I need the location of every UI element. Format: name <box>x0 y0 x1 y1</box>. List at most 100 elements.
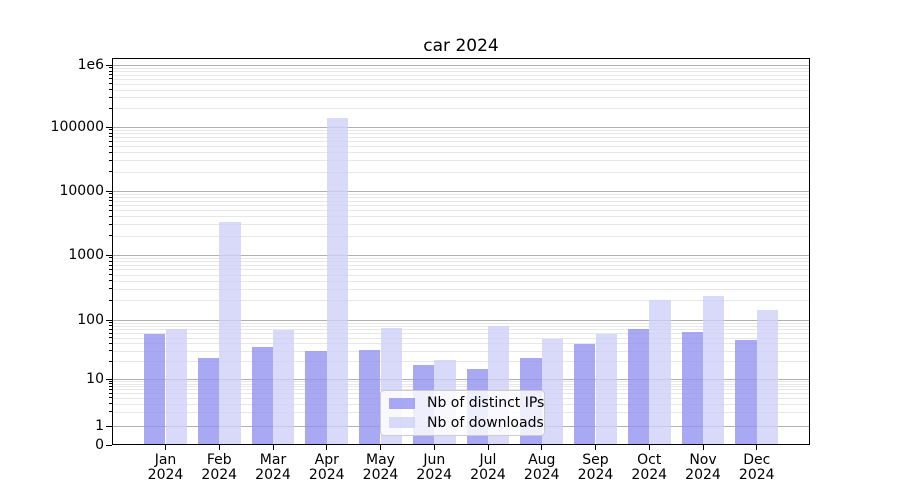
x-tick-year: 2024 <box>738 467 775 483</box>
bar-downloads-aug <box>541 339 564 445</box>
x-tick-year: 2024 <box>523 467 560 483</box>
bar-distinct-ips-oct <box>627 329 650 445</box>
x-tick-year: 2024 <box>470 467 506 483</box>
bar-distinct-ips-apr <box>305 350 327 445</box>
minor-gridline <box>112 71 810 72</box>
minor-gridline <box>112 83 810 85</box>
minor-gridline <box>112 235 810 237</box>
legend-label-downloads: Nb of downloads <box>427 414 544 431</box>
y-tick-mark <box>106 425 112 427</box>
major-gridline <box>112 255 810 256</box>
y-minor-tick-mark <box>109 332 112 334</box>
x-tick-label-oct: Oct 2024 <box>619 453 679 483</box>
y-minor-tick-mark <box>109 193 112 195</box>
y-minor-tick-mark <box>109 342 112 344</box>
y-minor-tick-mark <box>109 171 112 173</box>
y-tick-mark <box>106 378 112 380</box>
y-minor-tick-mark <box>109 274 112 276</box>
bar-distinct-ips-dec <box>735 340 757 445</box>
y-minor-tick-mark <box>109 129 112 131</box>
y-minor-tick-mark <box>109 96 112 98</box>
y-minor-tick-mark <box>109 107 112 109</box>
y-minor-tick-mark <box>109 209 112 211</box>
y-minor-tick-mark <box>109 264 112 266</box>
minor-gridline <box>112 210 810 212</box>
x-tick-year: 2024 <box>255 467 291 483</box>
y-minor-tick-mark <box>109 397 112 399</box>
minor-gridline <box>112 257 810 259</box>
x-tick-year: 2024 <box>201 467 238 483</box>
y-tick-label: 100 <box>77 312 104 328</box>
y-tick-label: 0 <box>95 437 104 453</box>
y-tick-label: 1 <box>95 418 104 434</box>
bar-downloads-jan <box>165 328 187 445</box>
y-minor-tick-mark <box>109 235 112 237</box>
legend-label-distinct-ips: Nb of distinct IPs <box>427 395 545 412</box>
x-tick-mark <box>165 445 166 450</box>
y-minor-tick-mark <box>109 196 112 198</box>
bar-distinct-ips-feb <box>197 357 220 445</box>
y-minor-tick-mark <box>109 204 112 206</box>
y-tick-label: 10000 <box>59 183 104 199</box>
x-tick-label-jun: Jun 2024 <box>404 453 464 483</box>
y-tick-mark <box>106 126 112 128</box>
minor-gridline <box>112 329 810 331</box>
major-gridline <box>112 65 810 66</box>
bar-distinct-ips-nov <box>681 332 703 445</box>
minor-gridline <box>112 325 810 327</box>
y-minor-tick-mark <box>109 74 112 76</box>
x-tick-label-dec: Dec 2024 <box>727 453 787 483</box>
y-minor-tick-mark <box>109 337 112 339</box>
x-tick-mark <box>648 445 650 450</box>
minor-gridline <box>112 74 810 76</box>
y-tick-mark <box>106 190 112 192</box>
x-tick-label-jan: Jan 2024 <box>136 453 196 483</box>
minor-gridline <box>112 381 810 383</box>
x-tick-label-apr: Apr 2024 <box>297 453 357 483</box>
y-tick-mark <box>106 254 112 256</box>
y-minor-tick-mark <box>109 145 112 147</box>
minor-gridline <box>112 89 810 91</box>
y-minor-tick-mark <box>109 325 112 327</box>
x-tick-mark <box>541 445 543 450</box>
x-tick-year: 2024 <box>308 467 345 483</box>
minor-gridline <box>112 216 810 218</box>
y-minor-tick-mark <box>109 288 112 290</box>
y-minor-tick-mark <box>109 403 112 405</box>
y-minor-tick-mark <box>109 140 112 142</box>
y-minor-tick-mark <box>109 268 112 270</box>
minor-gridline <box>112 205 810 207</box>
minor-gridline <box>112 97 810 99</box>
minor-gridline <box>112 78 810 80</box>
y-minor-tick-mark <box>109 411 112 413</box>
x-tick-label-nov: Nov 2024 <box>673 453 733 483</box>
chart-title: car 2024 <box>423 36 499 56</box>
x-tick-mark <box>702 445 704 450</box>
minor-gridline <box>112 269 810 271</box>
minor-gridline <box>112 300 810 302</box>
legend: Nb of distinct IPs Nb of downloads <box>380 390 545 436</box>
y-tick-mark <box>106 319 112 321</box>
x-tick-label-aug: Aug 2024 <box>512 453 572 483</box>
x-tick-mark <box>433 445 435 450</box>
minor-gridline <box>112 274 810 276</box>
y-minor-tick-mark <box>109 70 112 72</box>
y-minor-tick-mark <box>109 223 112 225</box>
x-tick-mark <box>272 445 274 450</box>
minor-gridline <box>112 129 810 131</box>
x-tick-label-feb: Feb 2024 <box>189 453 249 483</box>
bar-distinct-ips-sep <box>574 344 596 445</box>
y-tick-mark <box>106 64 112 66</box>
y-minor-tick-mark <box>109 159 112 161</box>
x-tick-mark <box>380 445 381 450</box>
bar-downloads-oct <box>649 300 671 445</box>
minor-gridline <box>112 361 810 363</box>
x-tick-year: 2024 <box>577 467 614 483</box>
major-gridline <box>112 191 810 192</box>
legend-item-downloads: Nb of downloads <box>389 415 544 432</box>
y-minor-tick-mark <box>109 322 112 324</box>
bar-downloads-dec <box>756 309 779 445</box>
x-tick-label-mar: Mar 2024 <box>243 453 303 483</box>
x-tick-year: 2024 <box>362 467 399 483</box>
